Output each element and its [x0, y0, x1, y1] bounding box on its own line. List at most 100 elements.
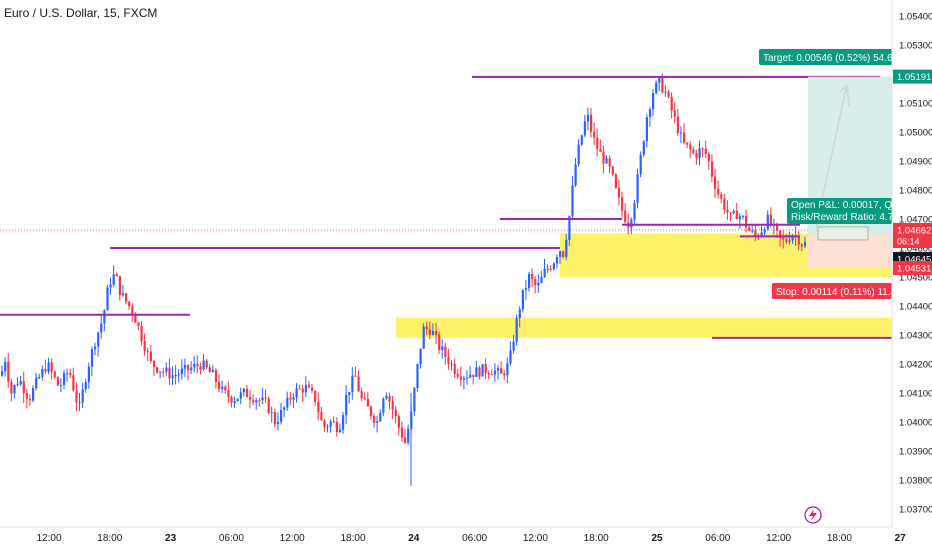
candle-body [428, 329, 431, 335]
candle-body [41, 369, 44, 378]
candle-body [385, 395, 388, 399]
candle-body [174, 375, 177, 377]
candle-body [754, 230, 757, 236]
candle-body [35, 377, 38, 389]
candle-body [537, 282, 540, 286]
candle-body [800, 244, 803, 247]
candle-body [515, 318, 518, 342]
risk-reward-label[interactable]: Risk/Reward Ratio: 4.7% [787, 210, 902, 224]
candle-body [329, 421, 332, 427]
candle-body [357, 376, 360, 392]
candle-body [66, 373, 69, 375]
position-tool[interactable]: Target: 0.00546 (0.52%) 54.6, Amo Open P&… [759, 49, 922, 524]
target-label[interactable]: Target: 0.00546 (0.52%) 54.6, Amo [759, 49, 919, 65]
candle-body [571, 185, 574, 217]
candle-body [512, 341, 515, 351]
candle-body [326, 426, 329, 428]
time-tick-label: 18:00 [827, 533, 852, 544]
price-axis[interactable]: 1.054001.053001.052001.051001.050001.049… [891, 0, 932, 550]
candle-body [636, 174, 639, 204]
target-price-badge-bg [893, 69, 932, 84]
candle-body [583, 121, 586, 136]
candle-body [782, 237, 785, 240]
candle-body [546, 268, 549, 270]
candle-body [183, 364, 187, 369]
candle-body [710, 161, 714, 177]
candle-body [298, 388, 301, 390]
time-axis-bg [0, 527, 892, 550]
candle-body [50, 362, 53, 372]
candle-body [698, 148, 701, 159]
candle-body [466, 377, 469, 379]
candle-body [748, 227, 751, 231]
time-axis[interactable]: 12:00 18:00 23 06:00 12:00 18:00 24 06:00 12:00 1… [0, 526, 932, 550]
stop-label[interactable]: Stop: 0.00114 (0.11%) 11.4, Amo [772, 283, 922, 299]
candle-body [239, 392, 242, 399]
target-price-badge-text: 1.05191 [897, 72, 931, 83]
candle-body [53, 371, 56, 378]
target-label-text: Target: 0.00546 (0.52%) 54.6, Amo [763, 53, 919, 64]
price-tick-label: 1.04700 [899, 215, 932, 226]
candle-body [304, 385, 307, 393]
stop-label-bg [772, 283, 892, 299]
stop-price-badge-text: 1.04531 [897, 264, 931, 275]
candle-body [233, 400, 236, 403]
candle-body [543, 268, 546, 277]
candle-body [162, 371, 165, 373]
candle-body [447, 356, 450, 365]
candle-body [156, 367, 159, 373]
candle-body [78, 402, 81, 404]
price-tick-label: 1.05000 [899, 128, 932, 139]
stop-price-badge-bg [893, 261, 932, 276]
candle-body [236, 398, 239, 401]
candle-body [518, 309, 521, 319]
candle-body [134, 313, 137, 323]
candle-body [366, 398, 369, 407]
candle-body [779, 230, 782, 238]
candle-body [444, 346, 447, 357]
candle-body [143, 340, 146, 352]
candle-body [469, 374, 472, 378]
candle-body [540, 276, 543, 283]
candle-body [267, 398, 270, 413]
candle-body [140, 326, 143, 341]
stop-zone [808, 234, 892, 269]
candle-body [106, 287, 109, 311]
candle-body [692, 149, 695, 153]
open-pl-label[interactable]: Open P&L: 0.00017, Qty: 21 [787, 198, 917, 212]
candle-body [152, 360, 156, 368]
candle-body [431, 331, 435, 335]
candle-body [707, 153, 710, 162]
candle-body [87, 366, 90, 382]
candle-body [803, 241, 807, 247]
candle-body [44, 369, 47, 372]
candle-body [214, 370, 218, 382]
time-tick-label: 18:00 [584, 533, 609, 544]
candle-body [497, 368, 500, 371]
candle-body [249, 397, 252, 400]
candle-body [475, 367, 478, 377]
candle-body [453, 363, 456, 374]
lightning-icon[interactable] [804, 506, 822, 524]
candle-body [673, 110, 676, 117]
candle-body [165, 367, 168, 372]
candle-body [549, 268, 552, 270]
candle-body [568, 216, 571, 240]
target-price-badge: 1.05191 [893, 69, 932, 84]
candle-body [791, 235, 794, 241]
candle-body [509, 350, 512, 364]
candle-body [704, 148, 707, 154]
candle-body [342, 415, 345, 430]
candle-body [760, 232, 763, 237]
candle-body [422, 326, 425, 349]
candle-body [208, 367, 211, 373]
candle-body [766, 214, 769, 230]
candle-body [128, 301, 131, 307]
candle-body [211, 370, 214, 373]
candle-body [354, 375, 357, 377]
countdown-badge-text: 06:14 [897, 237, 920, 247]
candle-body [630, 219, 633, 228]
candle-body [639, 154, 642, 175]
